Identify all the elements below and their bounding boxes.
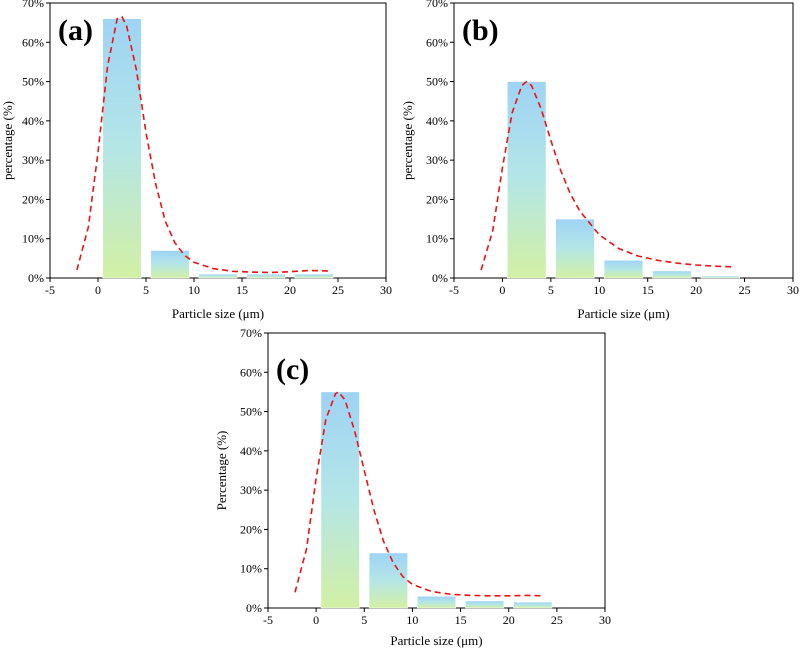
x-tick-label: -5 xyxy=(449,283,459,297)
y-axis-label: Percentage (%) xyxy=(214,431,229,511)
y-tick-label: 0% xyxy=(246,601,262,615)
x-axis-label: Particle size (μm) xyxy=(172,306,264,321)
x-tick-label: 30 xyxy=(787,283,799,297)
panel-label: (c) xyxy=(276,353,309,386)
plot-frame xyxy=(49,2,387,279)
panel-a: (a) -5 0 5 10 15 20 25 30 0% 10% 20% 30% 40% 50% 60% 70… xyxy=(0,0,392,321)
x-tick-label: -5 xyxy=(45,283,55,297)
y-tick-label: 70% xyxy=(240,326,262,340)
y-tick-label: 30% xyxy=(22,153,44,167)
y-axis-label: percentage (%) xyxy=(400,101,415,180)
x-tick-label: 0 xyxy=(313,613,319,627)
y-tick-label: 30% xyxy=(240,483,262,497)
x-axis-label: Particle size (μm) xyxy=(390,633,482,648)
y-tick-label: 70% xyxy=(426,0,448,10)
y-tick-label: 40% xyxy=(426,114,448,128)
panel-label: (a) xyxy=(58,14,93,47)
x-tick-label: 20 xyxy=(503,613,515,627)
x-tick-label: 30 xyxy=(599,613,611,627)
fit-curve xyxy=(294,390,543,597)
x-tick-label: 5 xyxy=(143,283,149,297)
y-tick-label: 50% xyxy=(22,75,44,89)
y-tick-label: 70% xyxy=(22,0,44,10)
histogram-bar xyxy=(700,275,740,279)
plot-frame xyxy=(267,332,606,609)
x-tick-label: 30 xyxy=(380,283,392,297)
y-tick-label: 40% xyxy=(240,444,262,458)
panel-label: (b) xyxy=(462,14,499,47)
x-tick-label: 15 xyxy=(455,613,467,627)
histogram-bar xyxy=(652,270,692,279)
y-tick-label: 50% xyxy=(240,405,262,419)
histogram-bar xyxy=(246,273,286,279)
x-tick-label: 10 xyxy=(593,283,605,297)
x-tick-label: 15 xyxy=(236,283,248,297)
y-tick-label: 10% xyxy=(426,232,448,246)
y-tick-label: 10% xyxy=(240,562,262,576)
fit-curve xyxy=(76,15,329,274)
x-tick-label: 25 xyxy=(551,613,563,627)
histogram-bar xyxy=(320,391,360,609)
y-tick-label: 60% xyxy=(426,35,448,49)
y-tick-label: 0% xyxy=(432,271,448,285)
histogram-bar xyxy=(465,600,505,609)
y-tick-label: 30% xyxy=(426,153,448,167)
x-tick-label: 25 xyxy=(332,283,344,297)
x-tick-label: 10 xyxy=(188,283,200,297)
histogram-bar xyxy=(507,81,547,279)
histogram-bar xyxy=(513,601,553,609)
x-tick-label: 10 xyxy=(406,613,418,627)
x-tick-label: 15 xyxy=(642,283,654,297)
y-tick-label: 60% xyxy=(240,365,262,379)
x-tick-label: 5 xyxy=(548,283,554,297)
x-tick-label: 5 xyxy=(361,613,367,627)
y-tick-label: 50% xyxy=(426,75,448,89)
y-tick-label: 20% xyxy=(240,522,262,536)
y-tick-label: 20% xyxy=(426,192,448,206)
histogram-bar xyxy=(603,260,644,279)
x-tick-label: 0 xyxy=(499,283,505,297)
histogram-bar xyxy=(150,250,190,279)
histogram-bar xyxy=(368,552,408,609)
fit-curve xyxy=(480,80,735,271)
histogram-bar xyxy=(416,595,457,609)
panel-c: (c) -5 0 5 10 15 20 25 30 0% 10% 20% 30% 40% 50% 60% 70… xyxy=(214,326,611,648)
x-tick-label: 25 xyxy=(739,283,751,297)
x-axis-label: Particle size (μm) xyxy=(577,306,669,321)
x-tick-label: -5 xyxy=(263,613,273,627)
histogram-bar xyxy=(294,273,334,279)
panel-b: (b) -5 0 5 10 15 20 25 30 0% 10% 20% 30% 40% 50% 60% 70… xyxy=(400,0,799,321)
y-tick-label: 0% xyxy=(28,271,44,285)
y-tick-label: 10% xyxy=(22,232,44,246)
y-tick-label: 40% xyxy=(22,114,44,128)
histogram-bar xyxy=(555,218,595,279)
y-axis-label: percentage (%) xyxy=(0,101,15,180)
plot-frame xyxy=(453,2,794,279)
y-tick-label: 60% xyxy=(22,35,44,49)
x-tick-label: 20 xyxy=(284,283,296,297)
histogram-bar xyxy=(198,273,238,279)
x-tick-label: 0 xyxy=(95,283,101,297)
y-tick-label: 20% xyxy=(22,192,44,206)
x-tick-label: 20 xyxy=(690,283,702,297)
